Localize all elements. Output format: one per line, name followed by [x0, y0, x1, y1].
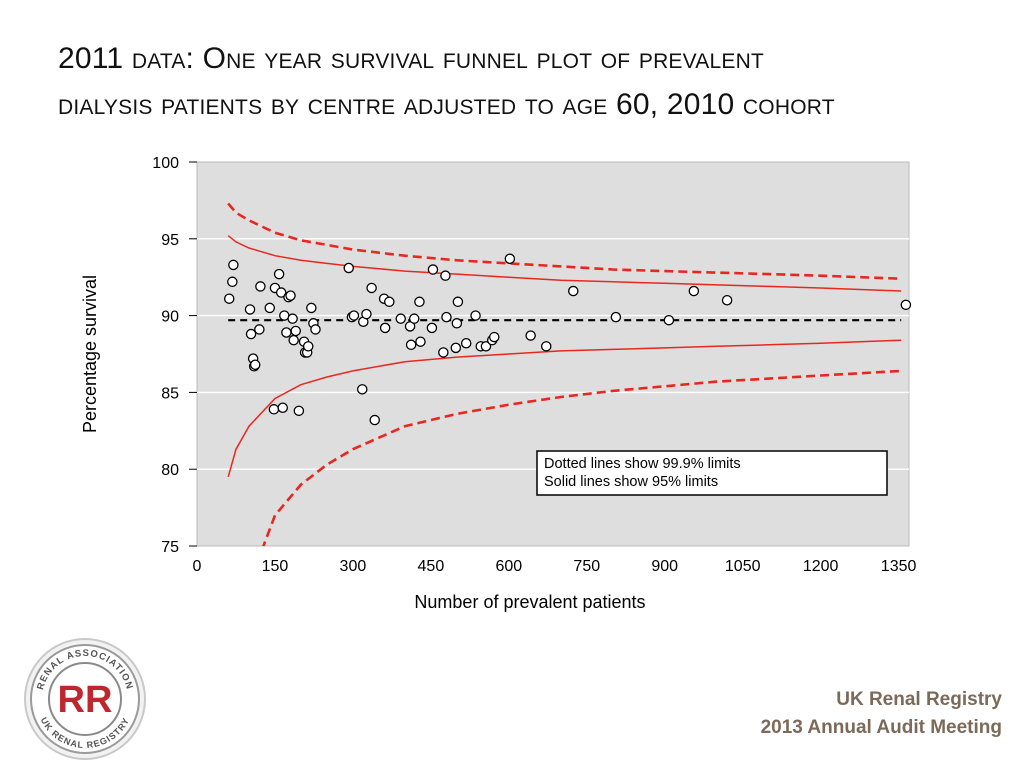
funnel-plot: 75 80 85 90 95 100 0 150 300 450 600 750 900 1050 120…	[80, 155, 917, 612]
x-axis-label: Number of prevalent patients	[414, 592, 645, 612]
footer-line-2: 2013 Annual Audit Meeting	[760, 717, 1002, 738]
slide-title-line-1: 2011 data: One year survival funnel plot…	[58, 42, 764, 75]
x-tick-label: 750	[573, 558, 600, 575]
centre-point	[369, 414, 380, 426]
control-limits	[227, 202, 902, 546]
centre-point	[357, 384, 368, 395]
centre-point	[900, 299, 912, 311]
centre-point	[441, 311, 452, 323]
centre-point	[268, 404, 280, 415]
centre-point	[244, 304, 256, 315]
y-tick-label: 75	[161, 539, 179, 556]
y-tick-label: 85	[161, 385, 179, 402]
x-tick-label: 600	[495, 558, 522, 575]
centre-point	[438, 347, 449, 358]
centre-point	[395, 313, 406, 324]
centre-point	[302, 341, 314, 352]
centre-point	[348, 310, 360, 321]
centre-point	[504, 253, 516, 265]
x-tick-label: 900	[651, 558, 678, 575]
legend-entry-95: Solid lines show 95% limits	[544, 474, 718, 490]
footer-line-1: UK Renal Registry	[836, 689, 1002, 710]
y-tick-label: 80	[161, 462, 179, 479]
legend-entry-999: Dotted lines show 99.9% limits	[544, 456, 741, 472]
centre-point	[663, 314, 675, 326]
centre-point	[264, 302, 276, 314]
y-tick-label: 95	[161, 232, 179, 249]
centre-point	[227, 276, 238, 288]
x-tick-label: 450	[418, 558, 445, 575]
centre-point	[273, 268, 285, 280]
centre-point	[426, 322, 438, 334]
centre-point	[379, 322, 391, 334]
centre-point	[721, 294, 733, 306]
centre-point	[306, 302, 317, 314]
centre-point	[610, 311, 622, 323]
x-tick-label: 150	[262, 558, 289, 575]
centre-point	[489, 331, 500, 343]
x-tick-label: 0	[193, 558, 202, 575]
centre-point	[480, 341, 492, 352]
y-tick-label: 90	[161, 309, 179, 326]
limit-95-upper-line	[227, 235, 902, 292]
centre-point	[688, 285, 700, 297]
centre-point	[287, 313, 298, 324]
centre-point	[290, 325, 301, 337]
centre-point	[415, 336, 426, 347]
renal-association-logo: RENAL ASSOCIATION UK RENAL REGISTRY RR	[24, 638, 146, 760]
centre-point	[249, 359, 261, 371]
centre-point	[405, 339, 417, 351]
y-tick-label: 100	[152, 155, 179, 172]
x-tick-label: 1050	[725, 558, 761, 575]
centre-point	[366, 282, 377, 294]
centre-point	[223, 293, 235, 304]
centre-point	[285, 290, 296, 301]
centre-point	[343, 262, 355, 274]
centre-points	[223, 253, 912, 426]
centre-point	[361, 308, 372, 320]
centre-point	[288, 334, 299, 346]
centre-point	[568, 285, 579, 297]
x-axis-ticks: 0 150 300 450 600 750 900 1050 1200 1350	[193, 558, 917, 575]
limit-999-upper-line	[227, 202, 902, 280]
slide-title: 2011 data: One year survival funnel plot…	[58, 36, 998, 128]
centre-point	[427, 264, 439, 275]
centre-point	[451, 318, 463, 329]
centre-point	[277, 402, 289, 414]
centre-point	[228, 259, 239, 271]
slide-title-line-2: dialysis patients by centre adjusted to …	[58, 88, 835, 121]
centre-point	[414, 296, 425, 308]
centre-point	[275, 287, 287, 298]
x-tick-label: 300	[340, 558, 367, 575]
centre-point	[440, 270, 451, 281]
x-tick-label: 1200	[803, 558, 839, 575]
x-tick-label: 1350	[881, 558, 917, 575]
legend-box: Dotted lines show 99.9% limits Solid lin…	[536, 450, 888, 496]
centre-point	[384, 296, 395, 308]
centre-point	[408, 313, 420, 324]
y-axis-label: Percentage survival	[80, 275, 100, 433]
centre-point	[255, 281, 266, 292]
centre-point	[525, 330, 536, 341]
centre-point	[540, 341, 552, 352]
centre-point	[245, 328, 257, 340]
limit-95-lower-line	[227, 339, 902, 478]
y-axis-ticks: 75 80 85 90 95 100	[152, 155, 197, 556]
centre-point	[254, 324, 265, 335]
centre-point	[450, 342, 462, 354]
logo-monogram: RR	[58, 679, 113, 721]
centre-point	[293, 405, 305, 417]
footer: UK Renal Registry 2013 Annual Audit Meet…	[761, 686, 1002, 742]
centre-point	[310, 324, 321, 335]
centre-point	[470, 310, 481, 321]
centre-point	[460, 337, 472, 349]
centre-point	[452, 296, 464, 308]
centre-point	[281, 327, 292, 338]
